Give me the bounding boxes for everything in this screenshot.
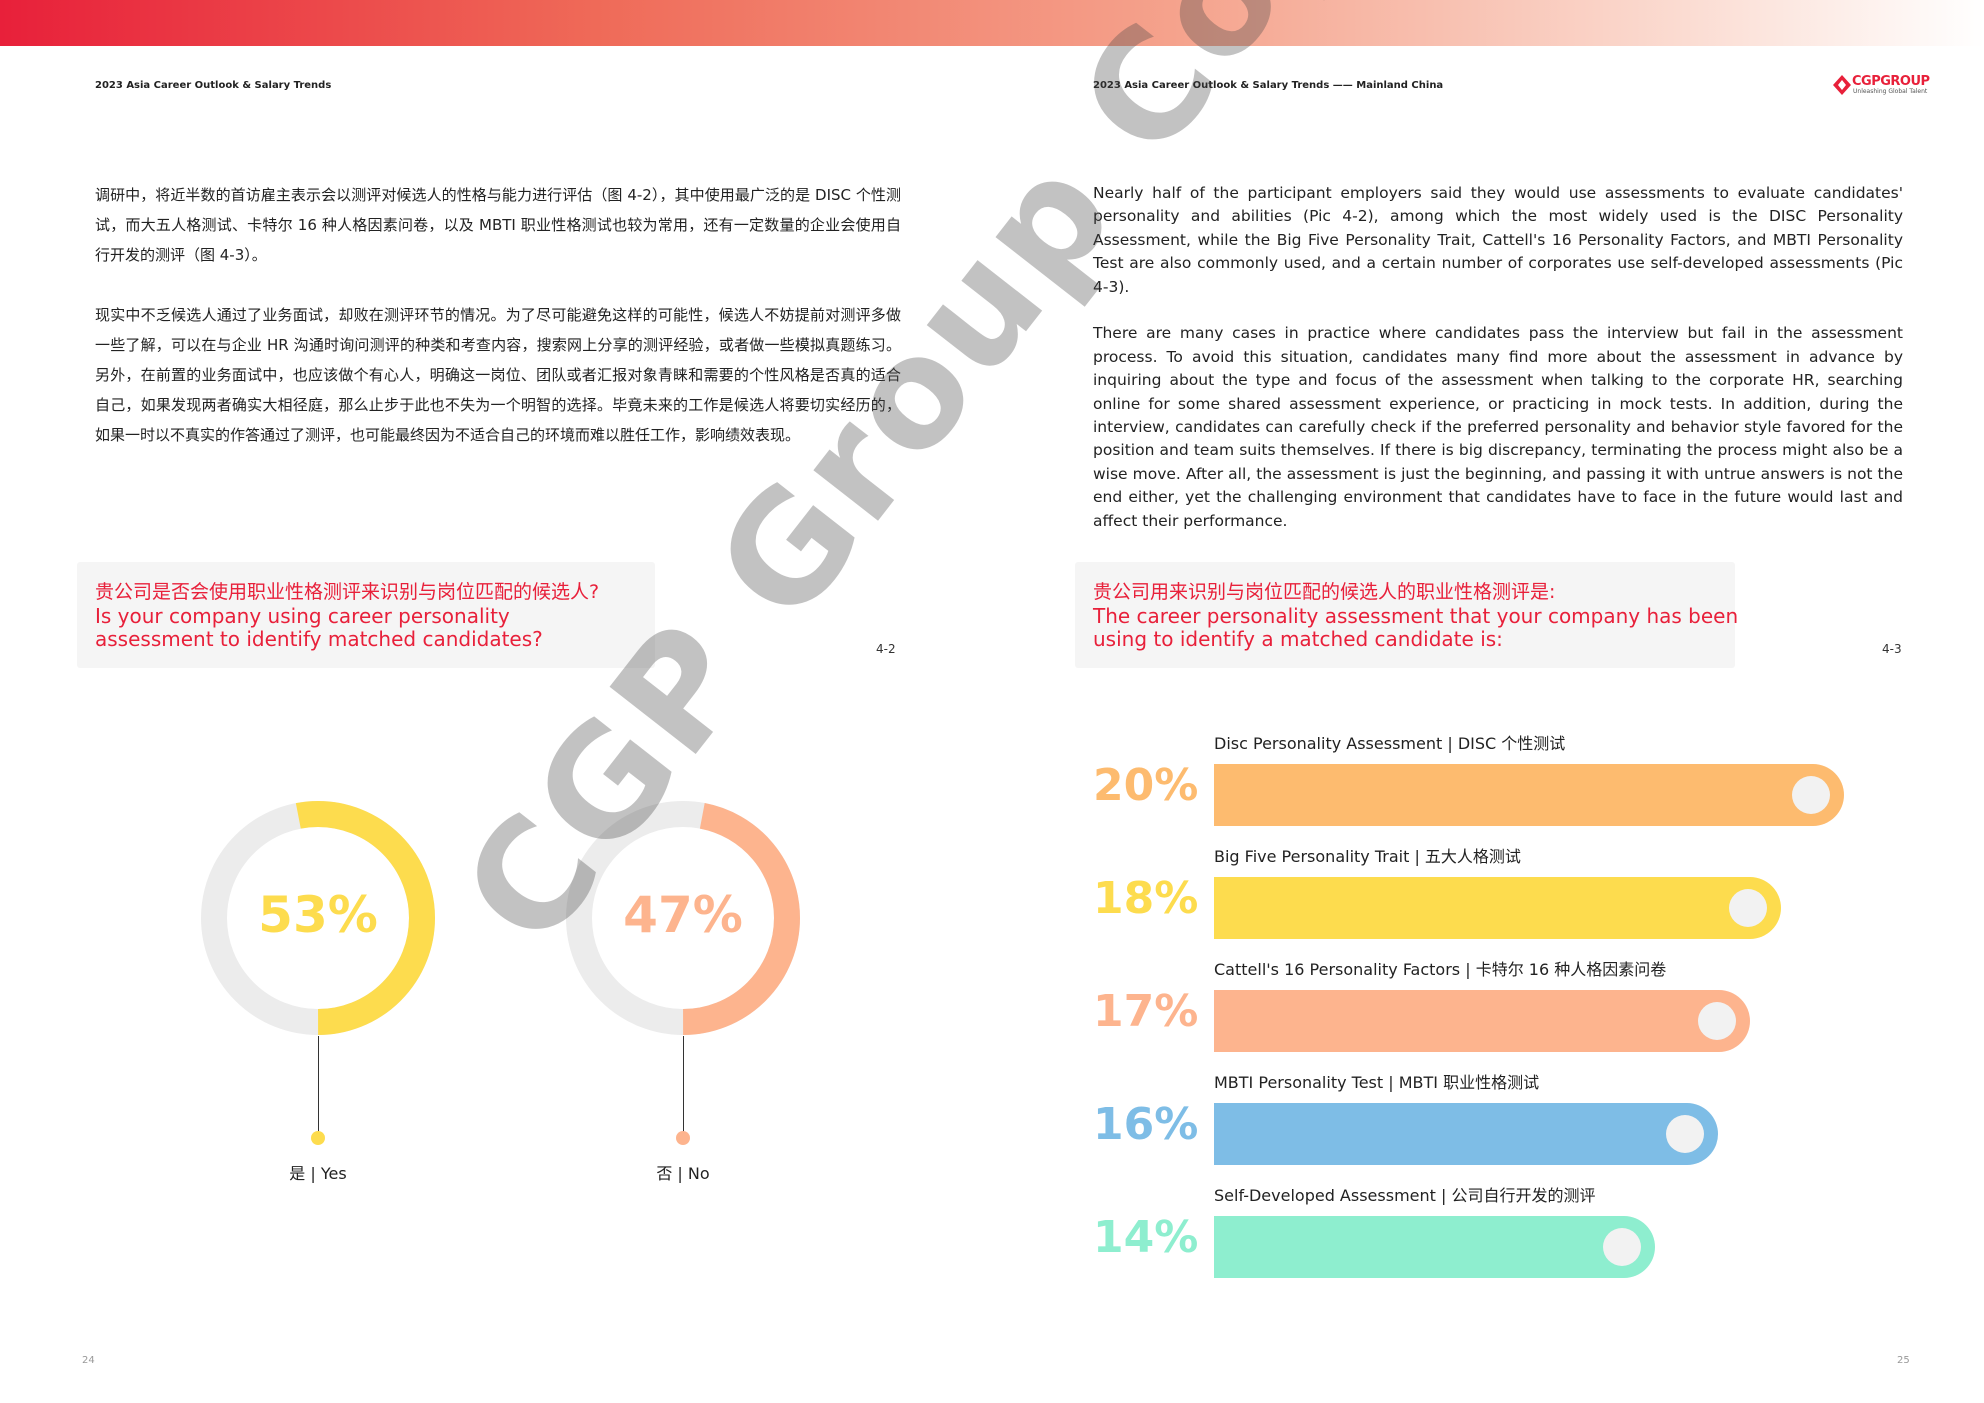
bar-value-2: 17% <box>1093 986 1199 1037</box>
donut-caption-no: 否 | No <box>656 1164 710 1183</box>
cgp-logo: CGPGROUP Unleashing Global Talent <box>1832 74 1930 98</box>
question-en-4-2-line1: Is your company using career personality <box>95 604 510 628</box>
header-left-title: 2023 Asia Career Outlook & Salary Trends <box>95 80 332 91</box>
cgp-logo-icon <box>1833 75 1851 95</box>
question-box-4-2: 贵公司是否会使用职业性格测评来识别与岗位匹配的候选人? Is your comp… <box>77 562 655 668</box>
bar-label-1: Big Five Personality Trait | 五大人格测试 <box>1214 847 1521 866</box>
right-paragraph-1: Nearly half of the participant employers… <box>1093 184 1903 296</box>
bar-label-4: Self-Developed Assessment | 公司自行开发的测评 <box>1214 1186 1596 1205</box>
bar-4 <box>1214 1216 1655 1278</box>
donut-stem-yes <box>318 1036 319 1136</box>
bar-value-4: 14% <box>1093 1212 1199 1263</box>
bar-value-0: 20% <box>1093 760 1199 811</box>
donut-dot-yes <box>311 1131 325 1145</box>
donut-arc-no <box>566 801 800 1035</box>
bar-end-knob-3 <box>1666 1115 1704 1153</box>
bar-1 <box>1214 877 1781 939</box>
left-paragraph-2: 现实中不乏候选人通过了业务面试，却败在测评环节的情况。为了尽可能避免这样的可能性… <box>95 306 901 444</box>
left-body-text: 调研中，将近半数的首访雇主表示会以测评对候选人的性格与能力进行评估（图 4-2）… <box>95 180 901 480</box>
top-gradient-bar <box>0 0 1984 46</box>
bar-label-0: Disc Personality Assessment | DISC 个性测试 <box>1214 734 1566 753</box>
question-zh-4-2: 贵公司是否会使用职业性格测评来识别与岗位匹配的候选人? <box>95 581 600 603</box>
bar-value-3: 16% <box>1093 1099 1199 1150</box>
page-number-left: 24 <box>82 1355 95 1366</box>
right-body-text: Nearly half of the participant employers… <box>1093 182 1903 556</box>
bar-2 <box>1214 990 1750 1052</box>
bar-value-1: 18% <box>1093 873 1199 924</box>
figure-label-4-2: 4-2 <box>876 642 896 656</box>
question-en-4-3-line2: using to identify a matched candidate is… <box>1093 627 1503 651</box>
donut-arc-yes <box>201 801 435 1035</box>
donut-stem-no <box>683 1036 684 1136</box>
bar-label-3: MBTI Personality Test | MBTI 职业性格测试 <box>1214 1073 1540 1092</box>
question-en-4-2-line2: assessment to identify matched candidate… <box>95 627 543 651</box>
logo-wordmark: CGPGROUP <box>1852 74 1930 89</box>
bar-end-knob-1 <box>1729 889 1767 927</box>
bar-end-knob-0 <box>1792 776 1830 814</box>
donut-value-yes: 53% <box>258 886 378 944</box>
bar-0 <box>1214 764 1844 826</box>
question-en-4-3-line1: The career personality assessment that y… <box>1093 604 1739 628</box>
bar-label-2: Cattell's 16 Personality Factors | 卡特尔 1… <box>1214 960 1667 979</box>
bar-end-knob-4 <box>1603 1228 1641 1266</box>
logo-tagline: Unleashing Global Talent <box>1853 88 1928 95</box>
bar-3 <box>1214 1103 1718 1165</box>
bar-end-knob-2 <box>1697 1002 1736 1040</box>
figure-label-4-3: 4-3 <box>1882 642 1902 656</box>
donut-dot-no <box>676 1131 690 1145</box>
question-box-4-3: 贵公司用来识别与岗位匹配的候选人的职业性格测评是: The career per… <box>1075 562 1739 668</box>
page-number-right: 25 <box>1897 1355 1910 1366</box>
donut-value-no: 47% <box>623 886 743 944</box>
right-paragraph-2: There are many cases in practice where c… <box>1093 324 1903 530</box>
left-paragraph-1: 调研中，将近半数的首访雇主表示会以测评对候选人的性格与能力进行评估（图 4-2）… <box>95 186 901 264</box>
header-right-title: 2023 Asia Career Outlook & Salary Trends… <box>1093 80 1444 91</box>
question-zh-4-3: 贵公司用来识别与岗位匹配的候选人的职业性格测评是: <box>1093 581 1556 603</box>
donut-caption-yes: 是 | Yes <box>289 1164 347 1183</box>
